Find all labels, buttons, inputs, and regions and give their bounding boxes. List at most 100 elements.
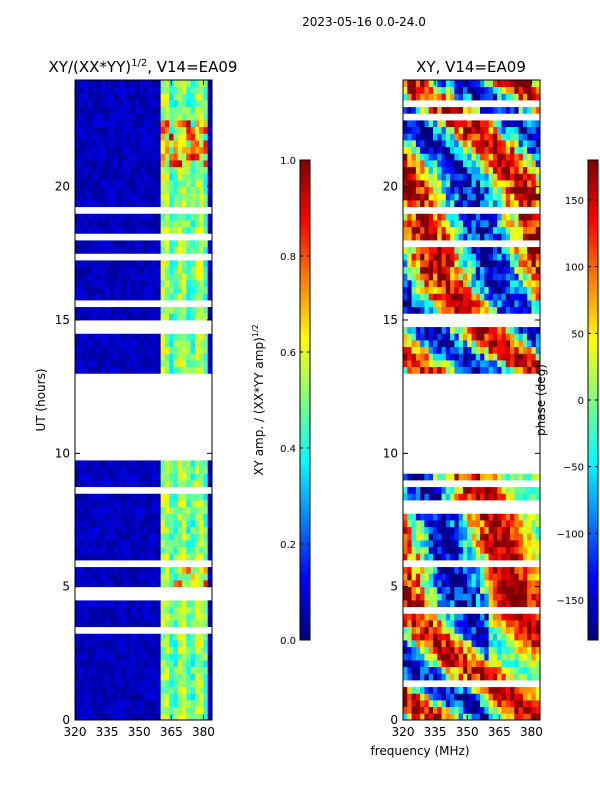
heatmap-cell-flagged bbox=[203, 253, 209, 261]
heatmap-cell bbox=[87, 180, 93, 188]
heatmap-cell bbox=[143, 613, 149, 621]
heatmap-cell bbox=[134, 126, 140, 134]
heatmap-cell bbox=[471, 686, 477, 694]
heatmap-cell bbox=[527, 473, 532, 481]
heatmap-cell bbox=[177, 306, 183, 314]
heatmap-cell bbox=[445, 353, 451, 361]
heatmap-cell-flagged bbox=[403, 380, 408, 388]
heatmap-cell bbox=[139, 173, 144, 181]
heatmap-cell bbox=[177, 613, 183, 621]
heatmap-cell bbox=[484, 546, 490, 554]
heatmap-cell bbox=[164, 173, 170, 181]
heatmap-cell bbox=[113, 673, 119, 681]
heatmap-cell bbox=[152, 640, 157, 648]
heatmap-cell bbox=[454, 566, 460, 574]
heatmap-cell bbox=[104, 606, 110, 614]
heatmap-cell bbox=[428, 520, 434, 528]
heatmap-cell bbox=[194, 666, 200, 674]
heatmap-cell bbox=[403, 613, 408, 621]
heatmap-cell bbox=[471, 613, 477, 621]
heatmap-cell-flagged bbox=[173, 446, 179, 454]
heatmap-cell bbox=[104, 306, 110, 314]
heatmap-cell-flagged bbox=[173, 373, 179, 381]
heatmap-cell bbox=[403, 566, 408, 574]
heatmap-cell bbox=[182, 653, 187, 661]
heatmap-cell bbox=[160, 606, 166, 614]
heatmap-cell-flagged bbox=[462, 500, 468, 508]
heatmap-cell bbox=[96, 133, 102, 141]
heatmap-cell bbox=[420, 666, 425, 674]
heatmap-cell bbox=[139, 620, 144, 628]
heatmap-cell bbox=[492, 353, 498, 361]
heatmap-cell bbox=[92, 220, 97, 228]
heatmap-cell-flagged bbox=[535, 606, 540, 614]
heatmap-cell bbox=[109, 173, 114, 181]
heatmap-cell bbox=[83, 180, 89, 188]
heatmap-cell bbox=[169, 200, 174, 208]
heatmap-cell bbox=[186, 653, 191, 661]
heatmap-cell bbox=[87, 540, 93, 548]
heatmap-cell bbox=[535, 366, 540, 374]
heatmap-cell bbox=[190, 553, 196, 561]
heatmap-cell bbox=[531, 646, 537, 654]
heatmap-cell bbox=[100, 193, 106, 201]
heatmap-cell-flagged bbox=[152, 593, 157, 601]
heatmap-cell bbox=[510, 653, 515, 661]
heatmap-cell bbox=[411, 473, 417, 481]
heatmap-cell bbox=[535, 713, 540, 720]
heatmap-cell-flagged bbox=[113, 586, 119, 594]
heatmap-cell bbox=[424, 600, 430, 608]
heatmap-cell bbox=[492, 566, 498, 574]
heatmap-cell-flagged bbox=[190, 560, 196, 568]
heatmap-cell bbox=[403, 333, 408, 341]
heatmap-cell bbox=[420, 566, 425, 574]
heatmap-cell-flagged bbox=[497, 500, 502, 508]
heatmap-cell bbox=[471, 580, 477, 588]
heatmap-cell-flagged bbox=[173, 233, 179, 241]
heatmap-cell-flagged bbox=[501, 446, 507, 454]
heatmap-cell bbox=[126, 513, 132, 521]
heatmap-cell-flagged bbox=[134, 206, 140, 214]
heatmap-cell bbox=[182, 573, 187, 581]
heatmap-cell bbox=[182, 700, 187, 708]
heatmap-cell bbox=[484, 586, 490, 594]
heatmap-cell bbox=[96, 166, 102, 174]
heatmap-cell bbox=[471, 340, 477, 348]
heatmap-cell-flagged bbox=[467, 446, 472, 454]
heatmap-cell bbox=[113, 186, 119, 194]
heatmap-cell-flagged bbox=[407, 440, 412, 448]
heatmap-cell-flagged bbox=[186, 300, 191, 308]
heatmap-cell-flagged bbox=[173, 400, 179, 408]
heatmap-cell bbox=[514, 473, 519, 481]
heatmap-cell-flagged bbox=[83, 393, 89, 401]
heatmap-cell bbox=[527, 593, 532, 601]
heatmap-cell bbox=[492, 686, 498, 694]
heatmap-cell bbox=[173, 660, 179, 668]
heatmap-cell bbox=[480, 486, 485, 494]
heatmap-cell bbox=[130, 620, 136, 628]
heatmap-cell bbox=[445, 673, 451, 681]
heatmap-cell bbox=[186, 700, 191, 708]
heatmap-cell bbox=[182, 333, 187, 341]
heatmap-cell-flagged bbox=[177, 446, 183, 454]
heatmap-cell bbox=[203, 546, 209, 554]
heatmap-cell bbox=[104, 666, 110, 674]
heatmap-cell bbox=[156, 193, 162, 201]
heatmap-cell-flagged bbox=[194, 386, 200, 394]
heatmap-cell bbox=[139, 260, 144, 268]
heatmap-cell-flagged bbox=[441, 406, 447, 414]
heatmap-cell bbox=[514, 366, 519, 374]
heatmap-cell bbox=[169, 686, 174, 694]
heatmap-cell bbox=[160, 240, 166, 248]
heatmap-cell-flagged bbox=[420, 373, 425, 381]
heatmap-cell bbox=[199, 520, 204, 528]
heatmap-cell bbox=[207, 513, 212, 521]
heatmap-cell-flagged bbox=[109, 453, 114, 461]
heatmap-cell bbox=[87, 580, 93, 588]
heatmap-cell-flagged bbox=[194, 400, 200, 408]
heatmap-cell-flagged bbox=[480, 386, 485, 394]
heatmap-cell bbox=[104, 580, 110, 588]
heatmap-cell bbox=[109, 246, 114, 254]
heatmap-cell-flagged bbox=[87, 206, 93, 214]
heatmap-cell bbox=[147, 120, 153, 128]
